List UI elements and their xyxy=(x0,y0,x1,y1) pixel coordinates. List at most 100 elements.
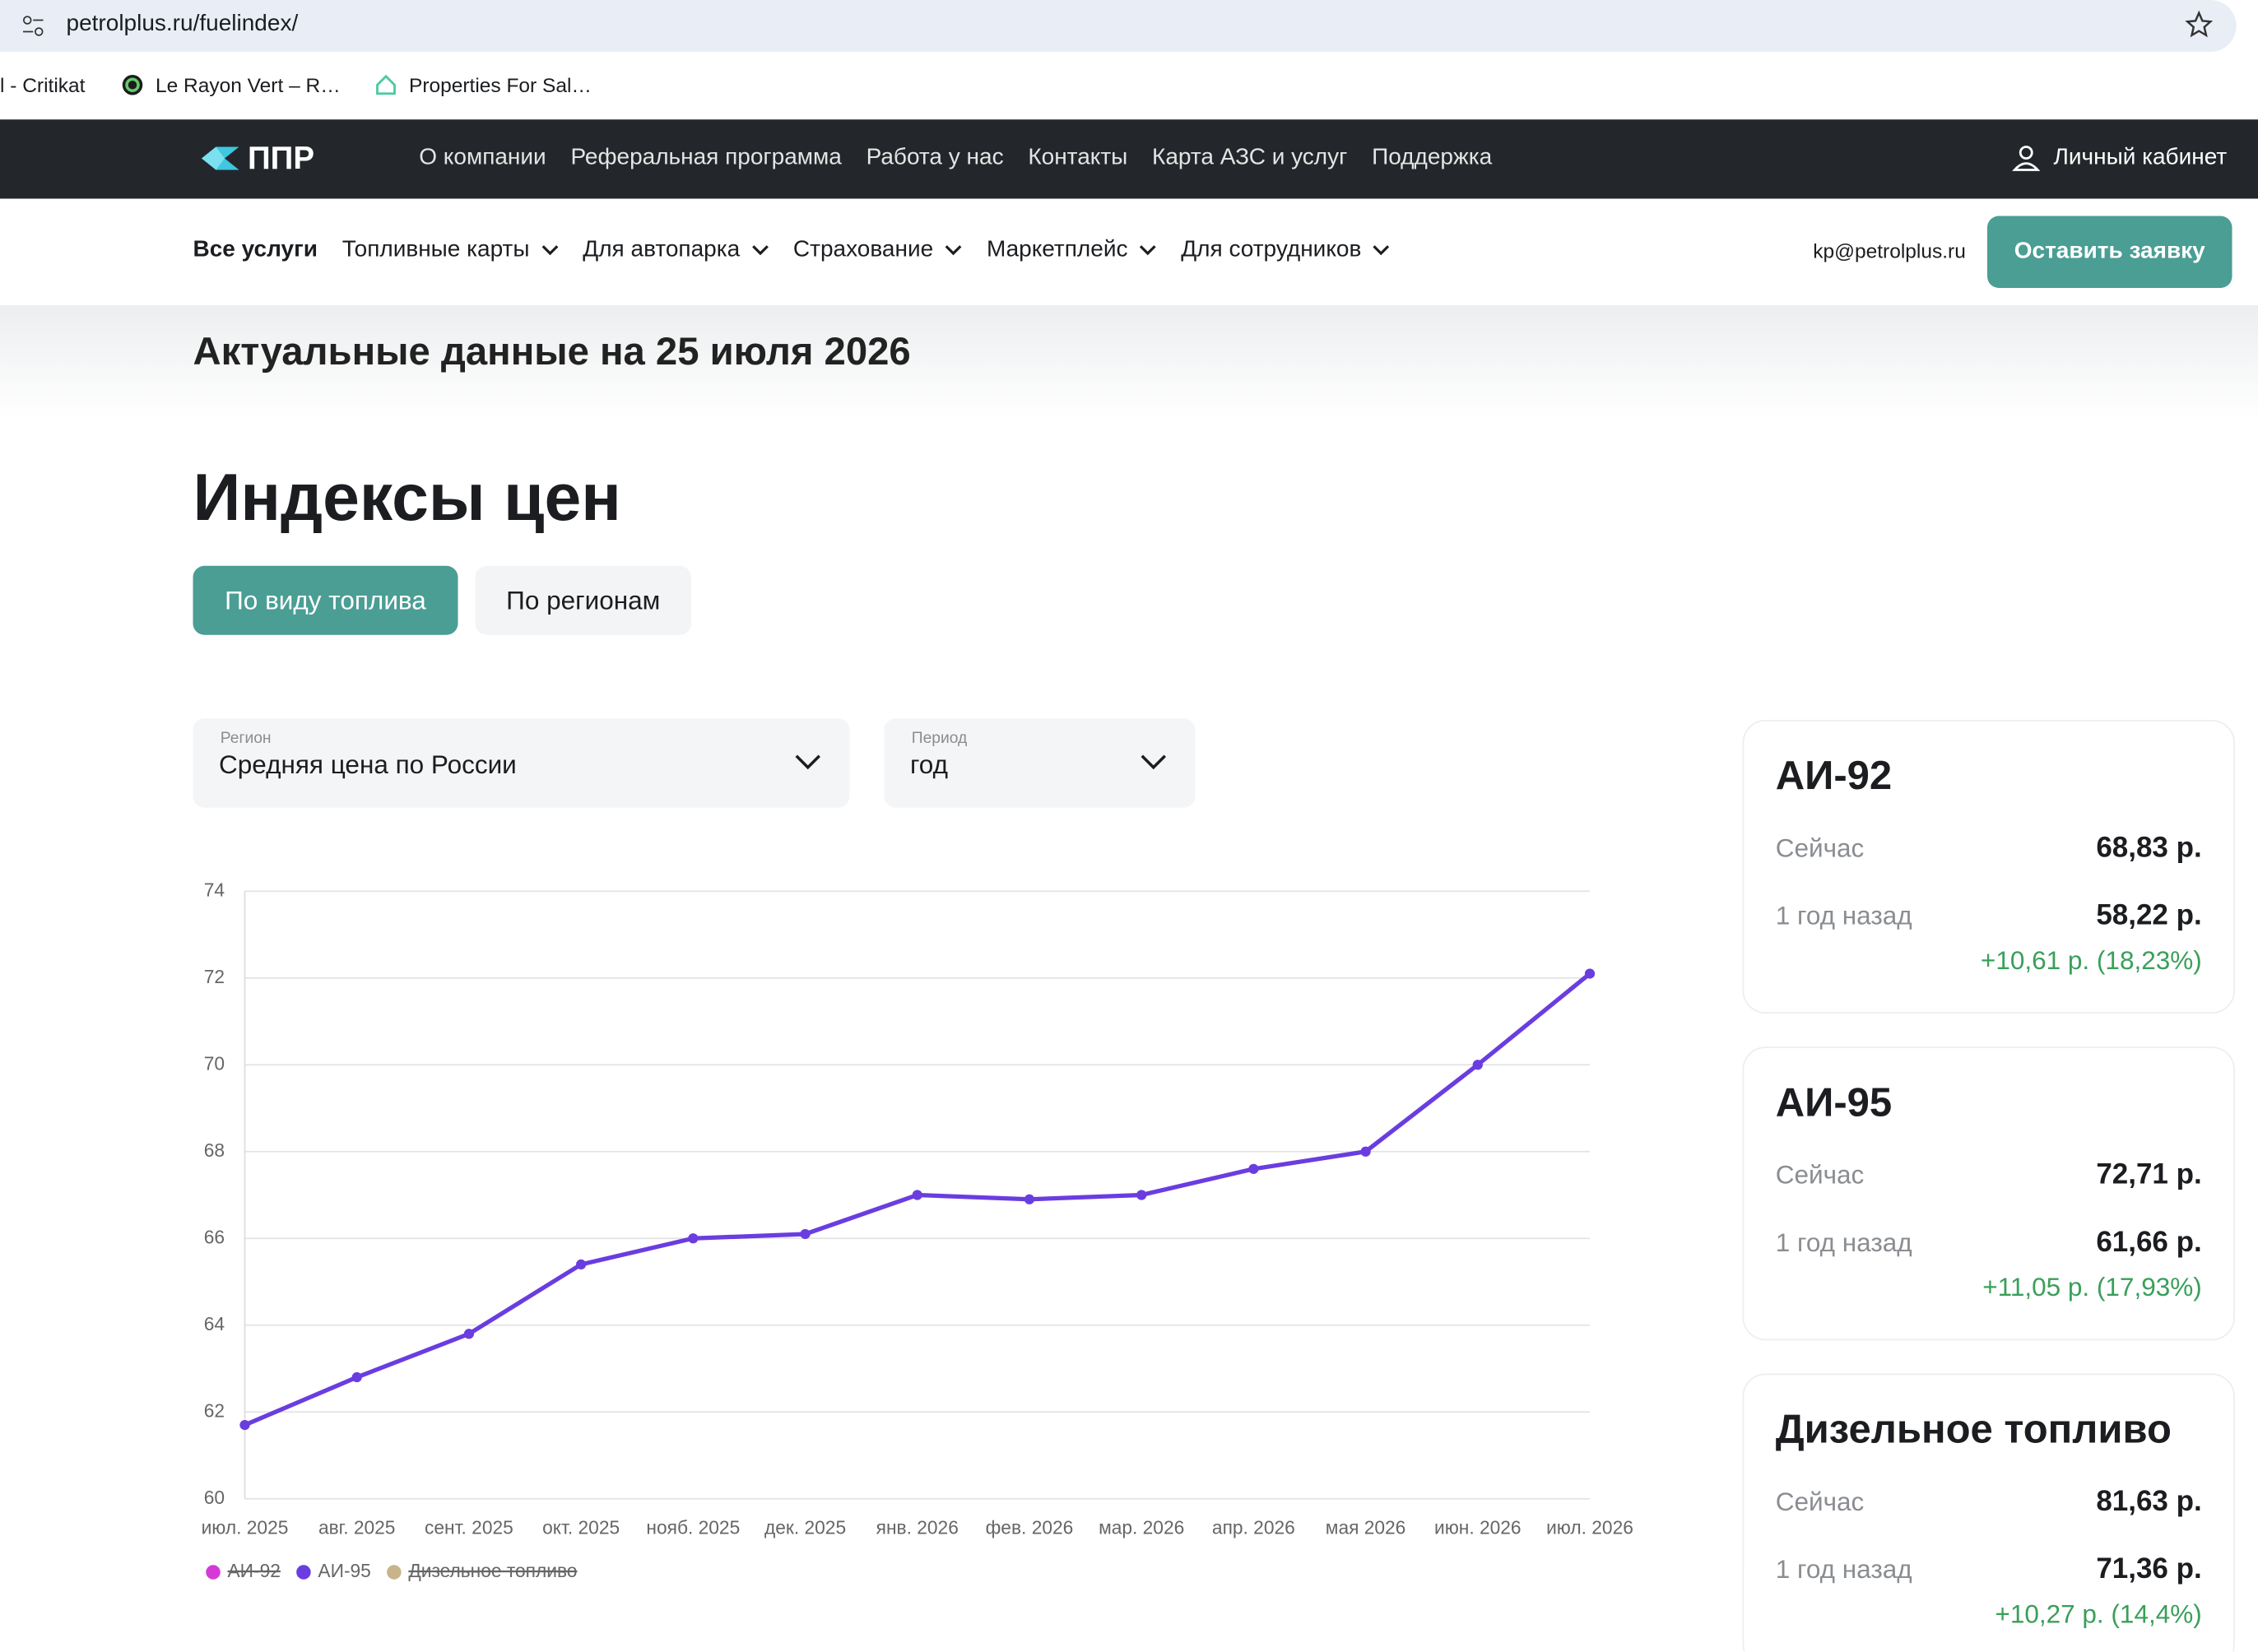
data-point xyxy=(800,1228,811,1240)
y-tick-label: 62 xyxy=(204,1399,225,1421)
row-label: Сейчас xyxy=(1775,1160,1865,1190)
data-point xyxy=(912,1190,922,1200)
price-ago: 58,22 р. xyxy=(2096,899,2202,932)
y-tick-label: 74 xyxy=(204,879,225,900)
x-tick-label: фев. 2026 xyxy=(986,1517,1074,1538)
data-point xyxy=(463,1329,475,1339)
y-tick-label: 70 xyxy=(204,1052,225,1074)
subnav-dropdown[interactable]: Для сотрудников xyxy=(1181,238,1390,264)
row-label: Сейчас xyxy=(1775,833,1865,863)
subnav-dropdown[interactable]: Маркетплейс xyxy=(987,238,1157,264)
price-card: Дизельное топливо Сейчас 81,63 р. 1 год … xyxy=(1742,1373,2235,1652)
data-point xyxy=(1360,1146,1371,1157)
legend-swatch xyxy=(206,1565,221,1580)
price-now: 81,63 р. xyxy=(2096,1486,2202,1518)
legend-label[interactable]: АИ-95 xyxy=(318,1560,370,1581)
x-tick-label: июн. 2026 xyxy=(1434,1517,1522,1538)
bookmark-star[interactable] xyxy=(2185,10,2214,39)
subnav-label: Страхование xyxy=(792,237,934,262)
logo[interactable]: ППР xyxy=(248,139,315,176)
nav-link[interactable]: Контакты xyxy=(1028,145,1128,170)
select-value: Средняя цена по России xyxy=(219,749,517,779)
nav-link[interactable]: О компании xyxy=(419,145,546,170)
subnav-label: Топливные карты xyxy=(341,237,530,262)
email-link[interactable]: kp@petrolplus.ru xyxy=(1813,239,1966,262)
subnav-dropdown[interactable]: Для автопарка xyxy=(583,238,769,264)
period-select[interactable]: Период год xyxy=(884,718,1196,808)
x-tick-label: авг. 2025 xyxy=(318,1517,396,1538)
data-point xyxy=(1024,1194,1035,1204)
nav-link[interactable]: Карта АЗС и услуг xyxy=(1152,145,1348,170)
data-point xyxy=(1136,1190,1147,1200)
bookmark[interactable]: l - Critikat xyxy=(0,73,86,97)
account-icon[interactable] xyxy=(2012,144,2041,173)
price-ago: 61,66 р. xyxy=(2096,1227,2202,1259)
x-tick-label: сент. 2025 xyxy=(425,1517,513,1538)
nav-link[interactable]: Работа у нас xyxy=(866,145,1004,170)
select-value: год xyxy=(910,749,949,779)
subnav-dropdown[interactable]: Страхование xyxy=(793,238,962,264)
y-tick-label: 60 xyxy=(204,1487,225,1508)
row-label: 1 год назад xyxy=(1775,1555,1912,1584)
legend-swatch xyxy=(296,1565,311,1580)
subnav-link[interactable]: Все услуги xyxy=(193,237,318,262)
y-tick-label: 64 xyxy=(204,1313,225,1334)
bookmark[interactable]: Le Rayon Vert – R… xyxy=(156,73,341,97)
price-ago: 71,36 р. xyxy=(2096,1553,2202,1585)
site-info-icon[interactable] xyxy=(21,13,47,39)
date-note: Актуальные данные на 25 июля 2026 xyxy=(193,329,911,374)
tab[interactable]: По регионам xyxy=(475,565,691,635)
bookmark-icon xyxy=(122,75,143,95)
chevron xyxy=(1373,245,1390,256)
logo-mark[interactable] xyxy=(199,144,243,173)
data-point xyxy=(239,1419,250,1431)
chevron xyxy=(945,245,962,256)
card-title: АИ-95 xyxy=(1775,1079,1893,1125)
x-tick-label: янв. 2026 xyxy=(876,1517,959,1538)
x-tick-label: дек. 2025 xyxy=(764,1517,846,1538)
x-tick-label: апр. 2026 xyxy=(1212,1517,1295,1538)
url-text[interactable]: petrolplus.ru/fuelindex/ xyxy=(66,12,299,36)
x-tick-label: июл. 2025 xyxy=(202,1517,289,1538)
chevron xyxy=(1140,245,1156,256)
request-button[interactable]: Оставить заявку xyxy=(1987,216,2232,288)
address-bar[interactable] xyxy=(0,0,2237,52)
price-now: 72,71 р. xyxy=(2096,1158,2202,1191)
tab-active[interactable]: По виду топлива xyxy=(193,565,458,635)
row-label: 1 год назад xyxy=(1775,901,1912,930)
select-label: Регион xyxy=(220,730,272,748)
y-tick-label: 72 xyxy=(204,966,225,987)
account-link[interactable]: Личный кабинет xyxy=(2053,145,2228,170)
page-title: Индексы цен xyxy=(193,459,621,535)
legend-swatch xyxy=(387,1565,402,1580)
row-label: 1 год назад xyxy=(1775,1227,1912,1257)
data-point xyxy=(688,1233,699,1244)
subnav-dropdown[interactable]: Топливные карты xyxy=(342,238,559,264)
bookmark-icon xyxy=(376,74,396,95)
y-tick-label: 66 xyxy=(204,1226,225,1247)
region-select[interactable]: Регион Средняя цена по России xyxy=(193,718,850,808)
bookmark[interactable]: Properties For Sal… xyxy=(409,73,592,97)
nav-link[interactable]: Поддержка xyxy=(1372,145,1493,170)
y-tick-label: 68 xyxy=(204,1139,225,1161)
x-tick-label: нояб. 2025 xyxy=(646,1517,740,1538)
subnav-label: Для автопарка xyxy=(583,237,741,262)
main-nav: О компании Реферальная программа Работа у … xyxy=(419,146,1492,172)
price-change: +11,05 р. (17,93%) xyxy=(1982,1273,2202,1302)
price-card: АИ-92 Сейчас 68,83 р. 1 год назад 58,22 … xyxy=(1742,720,2235,1014)
legend-label[interactable]: АИ-92 xyxy=(228,1560,281,1581)
chevron xyxy=(541,245,558,256)
subnav-label: Для сотрудников xyxy=(1181,237,1362,262)
chart: 60 62 64 66 68 70 72 74 июл. 2025 авг. 2025 сент. … xyxy=(202,879,1633,1581)
data-point xyxy=(1472,1060,1483,1070)
top-header xyxy=(0,119,2258,199)
nav-link[interactable]: Реферальная программа xyxy=(570,145,842,170)
price-now: 68,83 р. xyxy=(2096,832,2202,865)
x-tick-label: мая 2026 xyxy=(1326,1517,1406,1538)
data-point xyxy=(351,1371,362,1383)
banner-fade xyxy=(0,305,2258,420)
data-point xyxy=(1584,968,1596,979)
card-title: Дизельное топливо xyxy=(1775,1406,2172,1451)
legend-label[interactable]: Дизельное топливо xyxy=(408,1560,577,1581)
data-point xyxy=(1248,1163,1259,1174)
